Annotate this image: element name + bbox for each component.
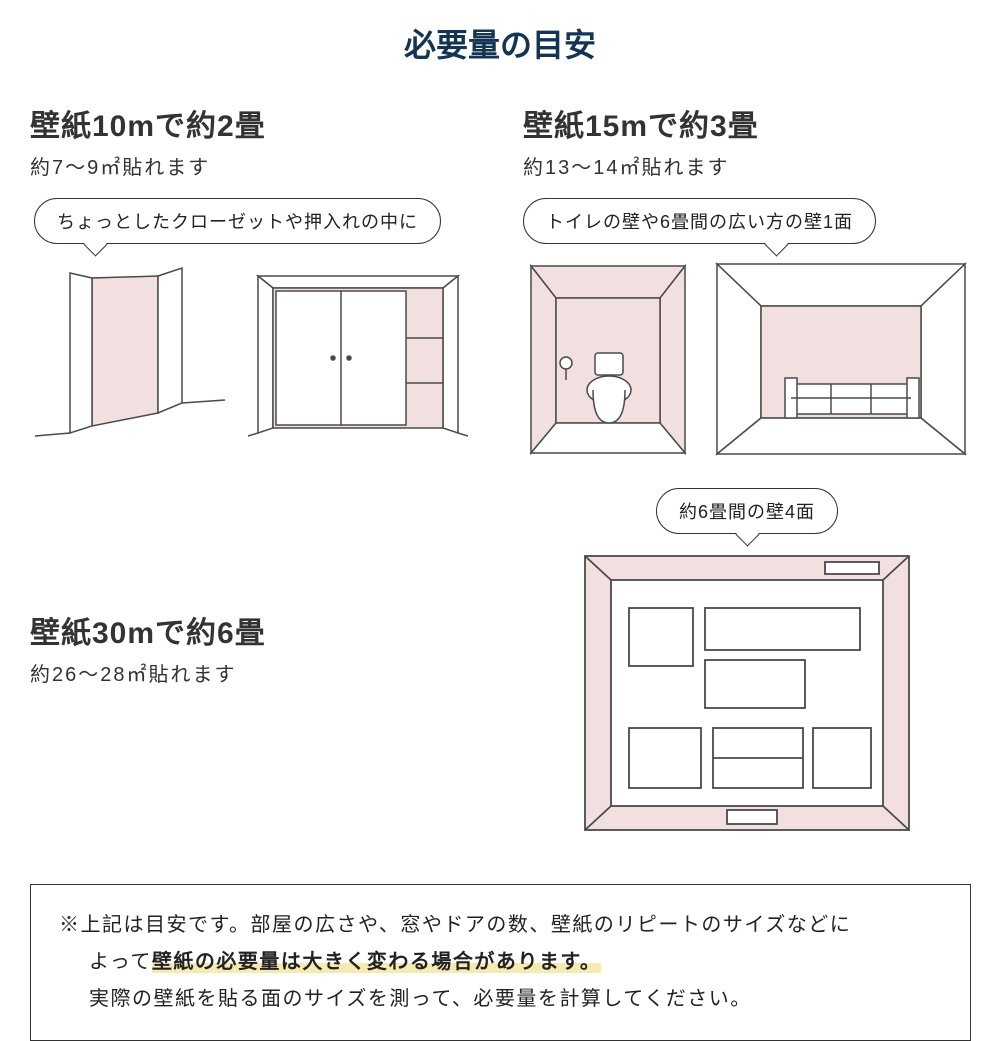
- section-30m: 壁紙30mで約6畳 約26〜28㎡貼れます: [30, 488, 468, 838]
- room-wall-illustration: [711, 258, 971, 458]
- note-text: よって: [89, 951, 152, 973]
- note-highlight: 壁紙の必要量は大きく変わる場合があります。: [152, 951, 602, 973]
- caption-bubble: 約6畳間の壁4面: [656, 488, 838, 534]
- note-text: ※上記は目安です。部屋の広さや、窓やドアの数、壁紙のリピートのサイズなどに: [59, 914, 851, 936]
- caption-bubble: ちょっとしたクローゼットや押入れの中に: [34, 198, 441, 244]
- note-line-1: ※上記は目安です。部屋の広さや、窓やドアの数、壁紙のリピートのサイズなどに: [59, 907, 942, 944]
- note-box: ※上記は目安です。部屋の広さや、窓やドアの数、壁紙のリピートのサイズなどに よっ…: [30, 884, 971, 1041]
- caption-bubble: トイレの壁や6畳間の広い方の壁1面: [523, 198, 876, 244]
- section-sub: 約7〜9㎡貼れます: [30, 151, 468, 180]
- oshiire-illustration: [248, 258, 468, 438]
- section-30m-illustration: 約6畳間の壁4面: [523, 488, 971, 838]
- section-sub: 約13〜14㎡貼れます: [523, 151, 971, 180]
- section-heading: 壁紙10mで約2畳: [30, 101, 468, 145]
- note-text: 実際の壁紙を貼る面のサイズを測って、必要量を計算してください。: [89, 988, 752, 1010]
- illustration-row: [523, 258, 971, 458]
- section-heading: 壁紙15mで約3畳: [523, 101, 971, 145]
- content-grid: 壁紙10mで約2畳 約7〜9㎡貼れます ちょっとしたクローゼットや押入れの中に: [30, 101, 970, 1041]
- section-10m: 壁紙10mで約2畳 約7〜9㎡貼れます ちょっとしたクローゼットや押入れの中に: [30, 101, 468, 458]
- note-line-2: よって壁紙の必要量は大きく変わる場合があります。: [59, 944, 942, 981]
- section-heading: 壁紙30mで約6畳: [30, 608, 468, 652]
- illustration-row: [30, 258, 468, 438]
- closet-illustration: [30, 258, 230, 438]
- page-title: 必要量の目安: [30, 20, 970, 66]
- floorplan-illustration: [523, 548, 971, 838]
- note-highlight-text: 壁紙の必要量は大きく変わる場合があります。: [152, 951, 602, 973]
- section-sub: 約26〜28㎡貼れます: [30, 658, 468, 687]
- section-15m: 壁紙15mで約3畳 約13〜14㎡貼れます トイレの壁や6畳間の広い方の壁1面: [523, 101, 971, 458]
- toilet-illustration: [523, 258, 693, 458]
